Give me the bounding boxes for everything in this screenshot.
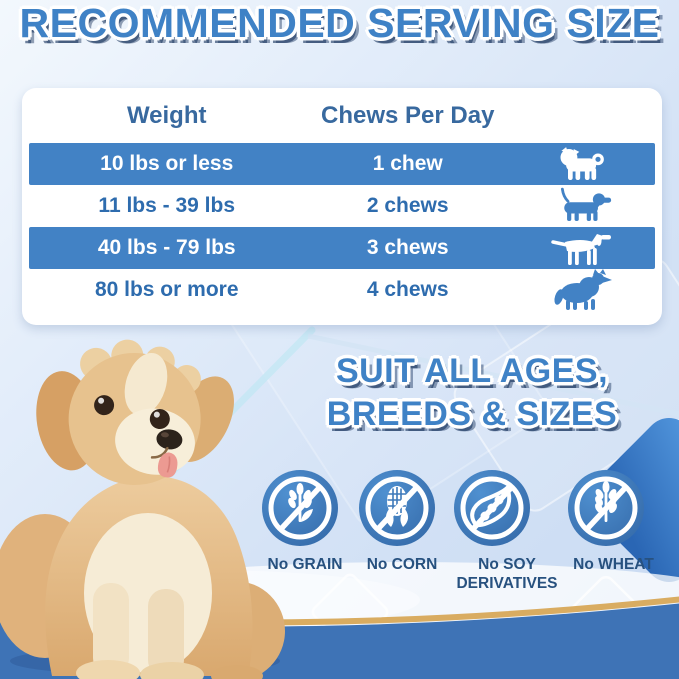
setter-dog-icon [551,234,611,265]
pug-dog-icon [560,147,604,180]
chews-value: 1 chew [372,152,443,175]
puppy-head [36,339,234,485]
dachshund-dog-icon [560,187,612,221]
serving-size-table: Weight Chews Per Day 10 lbs or less 1 ch… [22,88,662,325]
chews-value: 3 chews [366,236,449,259]
no-wheat-icon [568,470,644,546]
weight-value: 80 lbs or more [94,278,239,301]
badge-label: No SOY [478,556,536,573]
no-corn-icon [359,470,435,546]
collie-dog-icon [554,269,612,310]
badge-no-grain: No GRAIN [260,468,350,574]
puppy-photo [0,339,285,679]
tagline-line1: SUIT ALL AGES, [335,352,609,390]
badge-label-line2: DERIVATIVES [456,575,558,593]
weight-value: 10 lbs or less [100,152,234,175]
badge-no-wheat: No WHEAT [566,468,661,574]
table-row: 10 lbs or less 1 chew [29,143,655,185]
no-grain-icon [262,470,338,546]
table-header-row: Weight Chews Per Day [29,88,655,143]
badge-label: No GRAIN [267,556,343,573]
badge-label: No CORN [366,556,438,573]
weight-value: 40 lbs - 79 lbs [97,236,236,259]
chews-value: 4 chews [366,278,449,301]
badge-no-corn: No CORN [357,468,447,574]
weight-value: 11 lbs - 39 lbs [98,194,235,217]
page-title: RECOMMENDED SERVING SIZE [19,0,660,46]
badge-label: No WHEAT [573,556,654,573]
badge-no-soy: No SOY DERIVATIVES [452,468,562,594]
table-row: 11 lbs - 39 lbs 2 chews [29,185,655,227]
table-row: 80 lbs or more 4 chews [29,269,655,311]
table-row: 40 lbs - 79 lbs 3 chews [29,227,655,269]
no-soy-icon [454,470,530,546]
weight-column-header: Weight [126,101,207,129]
chews-value: 2 chews [366,194,449,217]
tagline: SUIT ALL AGES, BREEDS & SIZES [291,350,653,436]
tagline-line2: BREEDS & SIZES [326,394,618,433]
chews-column-header: Chews Per Day [321,101,495,129]
